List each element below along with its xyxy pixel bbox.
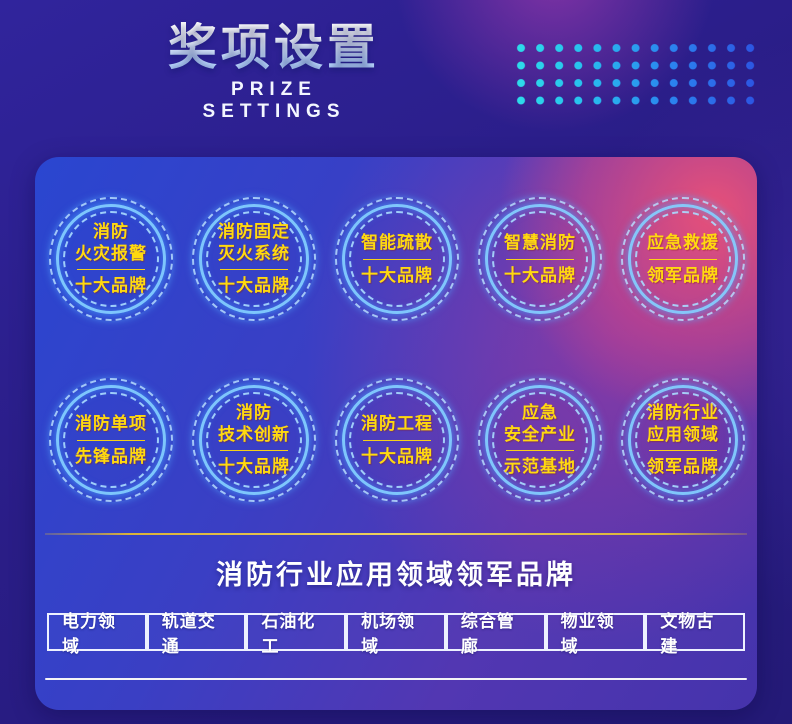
badge-ring-icon	[342, 385, 452, 495]
badge-text: 消防固定 灭火系统 十大品牌	[192, 197, 316, 321]
badge-text: 消防 技术创新 十大品牌	[192, 378, 316, 502]
badge-text: 消防行业 应用领域 领军品牌	[621, 378, 745, 502]
badge-ring-icon	[635, 211, 731, 307]
header: 奖项设置 PRIZE SETTINGS	[168, 21, 381, 123]
badge-fire-engineering: 消防工程 十大品牌	[335, 378, 459, 502]
badge-ring-icon	[199, 204, 309, 314]
badge-category: 消防 火灾报警	[75, 221, 147, 263]
badge-text: 应急 安全产业 示范基地	[478, 378, 602, 502]
field-button-rail-transit[interactable]: 轨道交通	[146, 612, 247, 656]
badge-category: 消防固定 灭火系统	[218, 221, 290, 263]
badge-ring-icon	[485, 385, 595, 495]
badge-ring-icon	[342, 204, 452, 314]
badge-safety-industry: 应急 安全产业 示范基地	[478, 378, 602, 502]
badge-ring-icon	[49, 197, 173, 321]
badge-award: 十大品牌	[218, 457, 290, 477]
badge-award: 十大品牌	[504, 265, 576, 285]
badge-ring-icon	[478, 197, 602, 321]
badge-single-item: 消防单项 先锋品牌	[49, 378, 173, 502]
badge-divider	[363, 439, 431, 441]
badge-divider	[506, 450, 574, 452]
badge-ring-icon	[206, 392, 302, 488]
badge-ring-icon	[335, 378, 459, 502]
badge-row-2: 消防单项 先锋品牌 消防 技术创新 十大品牌 消防工程 十大品牌	[35, 378, 757, 502]
badge-ring-icon	[628, 204, 738, 314]
field-button-property[interactable]: 物业领域	[545, 612, 646, 656]
decorative-dot-grid	[512, 40, 760, 110]
badge-category: 智慧消防	[504, 232, 576, 252]
badge-row-1: 消防 火灾报警 十大品牌 消防固定 灭火系统 十大品牌 智能疏散 十大品牌	[35, 197, 757, 321]
badge-ring-icon	[349, 211, 445, 307]
badge-ring-icon	[199, 385, 309, 495]
field-button-row: 电力领域 轨道交通 石油化工 机场领域 综合管廊 物业领域 文物古建	[47, 612, 746, 656]
badge-ring-icon	[335, 197, 459, 321]
badge-award: 十大品牌	[361, 265, 433, 285]
badge-divider	[506, 258, 574, 260]
field-button-petrochemical[interactable]: 石油化工	[246, 612, 347, 656]
badge-ring-icon	[206, 211, 302, 307]
badge-divider	[220, 269, 288, 271]
badge-tech-innovation: 消防 技术创新 十大品牌	[192, 378, 316, 502]
badge-award: 示范基地	[504, 457, 576, 477]
badge-application-field: 消防行业 应用领域 领军品牌	[621, 378, 745, 502]
badge-ring-icon	[635, 392, 731, 488]
badge-text: 智能疏散 十大品牌	[335, 197, 459, 321]
badge-category: 消防行业 应用领域	[647, 402, 719, 444]
badge-text: 消防单项 先锋品牌	[49, 378, 173, 502]
badge-category: 消防工程	[361, 413, 433, 433]
badge-divider	[649, 450, 717, 452]
page-title: 奖项设置	[168, 21, 381, 75]
gold-divider-line	[45, 533, 747, 535]
badge-award: 十大品牌	[75, 276, 147, 296]
badge-emergency-rescue: 应急救援 领军品牌	[621, 197, 745, 321]
badge-smart-evacuation: 智能疏散 十大品牌	[335, 197, 459, 321]
badge-category: 消防 技术创新	[218, 402, 290, 444]
badge-divider	[220, 450, 288, 452]
badge-ring-icon	[63, 211, 159, 307]
page-subtitle: PRIZE SETTINGS	[202, 78, 346, 122]
badge-text: 消防工程 十大品牌	[335, 378, 459, 502]
badge-ring-icon	[349, 392, 445, 488]
badge-ring-icon	[192, 378, 316, 502]
badge-text: 智慧消防 十大品牌	[478, 197, 602, 321]
field-button-heritage[interactable]: 文物古建	[645, 612, 746, 656]
field-button-utility-tunnel[interactable]: 综合管廊	[445, 612, 546, 656]
badge-divider	[649, 258, 717, 260]
badge-award: 十大品牌	[361, 446, 433, 466]
badge-category: 应急救援	[647, 232, 719, 252]
badge-ring-icon	[478, 378, 602, 502]
white-divider-line	[45, 678, 747, 680]
badge-ring-icon	[56, 385, 166, 495]
badge-divider	[77, 439, 145, 441]
badge-award: 领军品牌	[647, 457, 719, 477]
badge-category: 消防单项	[75, 413, 147, 433]
badge-ring-icon	[628, 385, 738, 495]
badge-award: 十大品牌	[218, 276, 290, 296]
badge-divider	[363, 258, 431, 260]
badge-fixed-extinguishing: 消防固定 灭火系统 十大品牌	[192, 197, 316, 321]
badge-fire-alarm: 消防 火灾报警 十大品牌	[49, 197, 173, 321]
badge-ring-icon	[492, 211, 588, 307]
badge-category: 应急 安全产业	[504, 402, 576, 444]
badge-ring-icon	[49, 378, 173, 502]
badge-category: 智能疏散	[361, 232, 433, 252]
badge-ring-icon	[621, 378, 745, 502]
badge-text: 消防 火灾报警 十大品牌	[49, 197, 173, 321]
badge-award: 领军品牌	[647, 265, 719, 285]
field-button-airport[interactable]: 机场领域	[346, 612, 446, 656]
prize-panel: 消防 火灾报警 十大品牌 消防固定 灭火系统 十大品牌 智能疏散 十大品牌	[35, 157, 757, 710]
badge-ring-icon	[56, 204, 166, 314]
section-heading: 消防行业应用领域领军品牌	[216, 560, 576, 590]
badge-ring-icon	[485, 204, 595, 314]
field-button-electric-power[interactable]: 电力领域	[47, 612, 147, 656]
badge-ring-icon	[621, 197, 745, 321]
badge-ring-icon	[192, 197, 316, 321]
badge-smart-firefighting: 智慧消防 十大品牌	[478, 197, 602, 321]
badge-award: 先锋品牌	[75, 446, 147, 466]
badge-text: 应急救援 领军品牌	[621, 197, 745, 321]
badge-ring-icon	[63, 392, 159, 488]
badge-ring-icon	[492, 392, 588, 488]
badge-divider	[77, 269, 145, 271]
